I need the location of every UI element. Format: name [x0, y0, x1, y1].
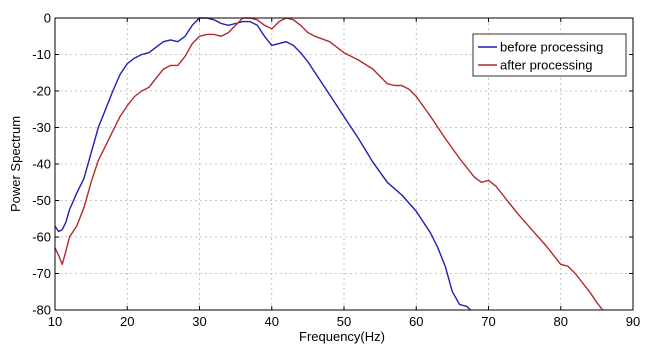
y-tick-label: -70	[32, 266, 51, 281]
legend-label-before-processing: before processing	[500, 40, 603, 55]
axis-ticks	[54, 17, 634, 311]
tick-labels: 10 20 30 40 50 60 70 80 90 0 -10 -20 -30 -40 -50 -60 -70…	[32, 11, 640, 330]
x-tick-label: 10	[48, 314, 62, 329]
x-axis-label: Frequency(Hz)	[299, 329, 385, 344]
y-tick-label: 0	[44, 11, 51, 26]
x-tick-label: 70	[481, 314, 495, 329]
y-tick-label: -10	[32, 47, 51, 62]
y-tick-label: -80	[32, 303, 51, 318]
series-lines	[54, 17, 604, 311]
y-tick-label: -60	[32, 230, 51, 245]
x-tick-label: 80	[554, 314, 568, 329]
legend: before processing after processing	[472, 33, 627, 77]
y-tick-label: -30	[32, 120, 51, 135]
x-tick-label: 90	[626, 314, 640, 329]
series-line-before-processing	[54, 17, 471, 311]
legend-box	[472, 33, 627, 77]
x-tick-label: 40	[265, 314, 279, 329]
y-tick-label: -40	[32, 157, 51, 172]
series-line-after-processing	[54, 17, 604, 311]
x-tick-label: 30	[192, 314, 206, 329]
x-tick-label: 60	[409, 314, 423, 329]
y-axis-label: Power Spectrum	[8, 116, 23, 212]
x-tick-label: 50	[337, 314, 351, 329]
grid-lines	[55, 18, 633, 310]
legend-label-after-processing: after processing	[500, 58, 593, 73]
x-tick-label: 20	[120, 314, 134, 329]
y-tick-label: -20	[32, 84, 51, 99]
y-tick-label: -50	[32, 193, 51, 208]
